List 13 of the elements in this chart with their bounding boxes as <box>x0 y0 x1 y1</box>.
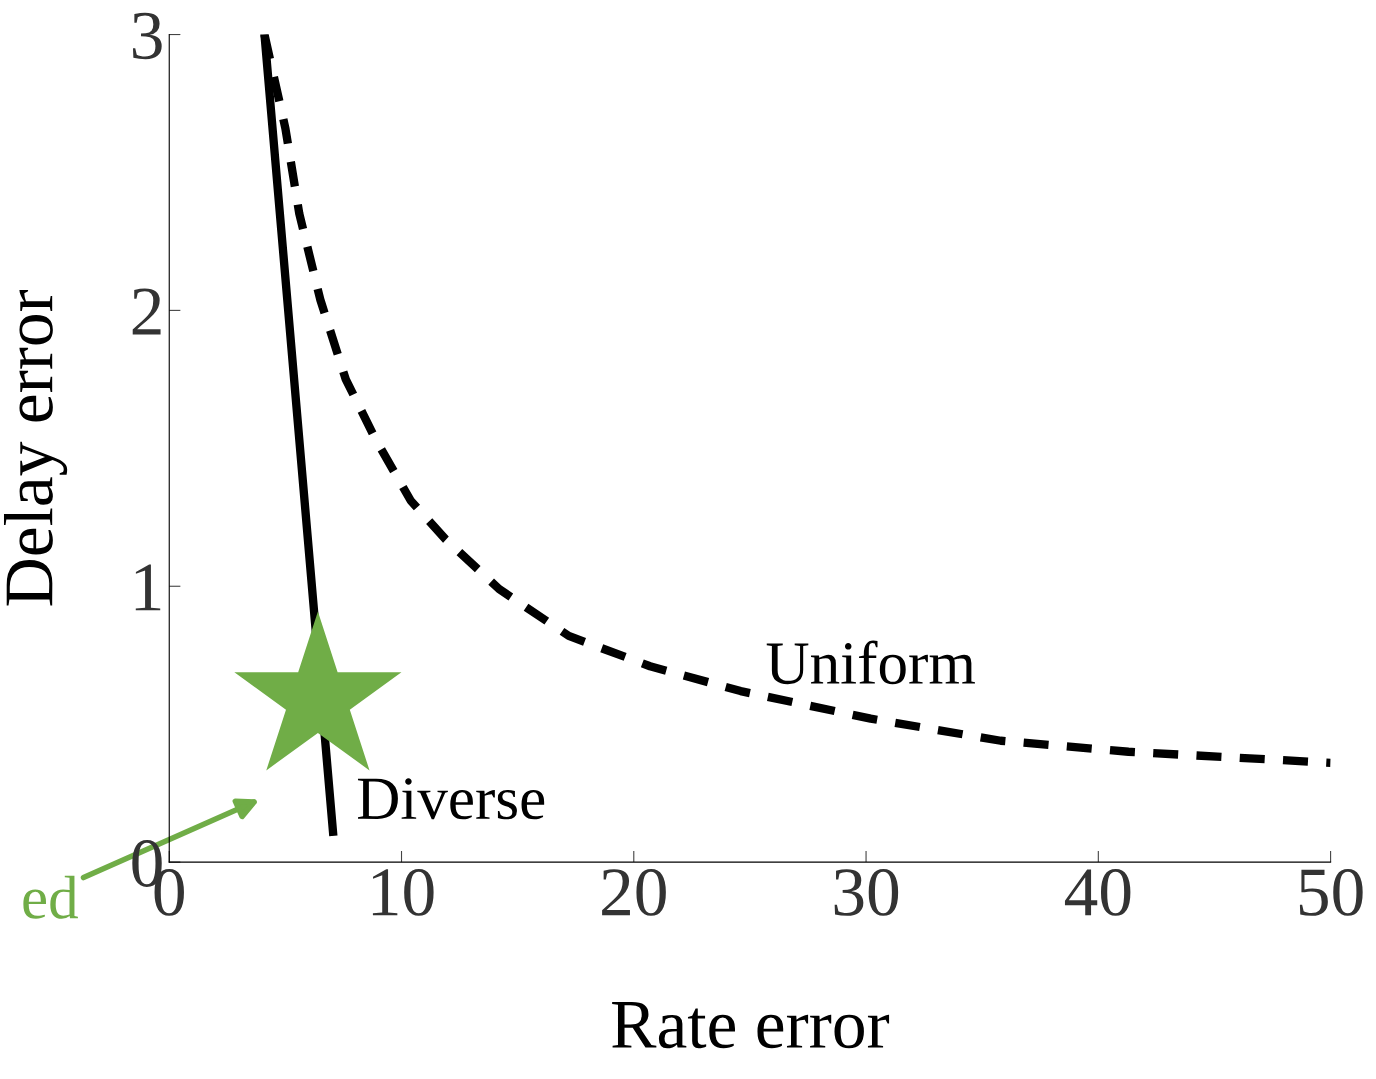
text: ed <box>23 875 78 919</box>
x-tick-label: 30 <box>834 868 899 916</box>
series-label: Diverse <box>357 778 545 820</box>
x-tick-label: 10 <box>372 868 434 916</box>
x-tick-label: 40 <box>1064 868 1131 916</box>
y-tick-label: 1 <box>135 564 161 611</box>
series-label: Uniform <box>766 640 975 685</box>
y-axis-title: Delay error <box>3 289 68 606</box>
x-tick-label: 50 <box>1299 868 1363 916</box>
y-tick-label: 2 <box>132 288 161 335</box>
x-axis-title: Rate error <box>612 1002 890 1049</box>
y-tick-label: 3 <box>132 12 162 60</box>
x-tick-label: 20 <box>602 868 666 916</box>
